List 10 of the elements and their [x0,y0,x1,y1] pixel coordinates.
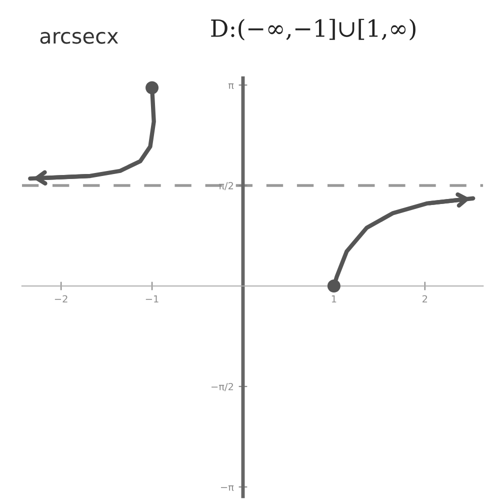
y-tick-label: π [228,83,234,89]
y-tick-label: −π [220,485,234,491]
x-tick-label: −2 [54,295,68,302]
y-tick-label: −π/2 [212,382,233,392]
x-tick-label: −1 [146,295,158,302]
text: D:(−∞,−1]∪[1,∞) [211,18,416,40]
chart-title: arcsecx [40,32,118,44]
x-tick-label: 1 [332,295,336,302]
y-tick-label: π/2 [219,182,233,190]
x-tick-label: 2 [422,295,428,302]
